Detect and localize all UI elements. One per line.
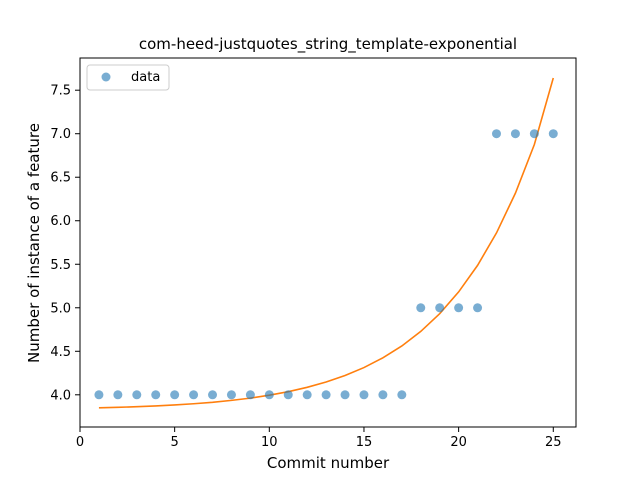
- x-axis-label: Commit number: [267, 454, 390, 472]
- data-scatter-series: [94, 129, 558, 400]
- data-point: [189, 390, 199, 400]
- y-tick-label: 7.0: [50, 127, 71, 142]
- data-point: [454, 303, 464, 313]
- chart-title: com-heed-justquotes_string_template-expo…: [139, 35, 517, 54]
- y-axis: 4.0 4.5 5.0 5.5 6.0 6.5 7.0 7.5: [50, 84, 80, 403]
- data-point: [397, 390, 407, 400]
- data-point: [113, 390, 123, 400]
- y-tick-label: 6.5: [50, 171, 71, 186]
- x-tick-label: 20: [450, 435, 467, 450]
- data-point: [416, 303, 426, 313]
- data-point: [208, 390, 218, 400]
- data-point: [264, 390, 274, 400]
- data-point: [548, 129, 558, 139]
- x-tick-label: 5: [171, 435, 179, 450]
- x-tick-label: 15: [356, 435, 373, 450]
- data-point: [170, 390, 180, 400]
- data-point: [151, 390, 161, 400]
- fit-line: [98, 77, 555, 409]
- y-tick-label: 6.0: [50, 214, 71, 229]
- x-tick-label: 10: [261, 435, 278, 450]
- x-tick-label: 25: [545, 435, 562, 450]
- data-point: [226, 390, 236, 400]
- data-point: [283, 390, 293, 400]
- legend: data: [86, 64, 170, 91]
- x-axis: 0 5 10 15 20 25: [76, 427, 562, 450]
- x-tick-label: 0: [76, 435, 84, 450]
- y-tick-label: 7.5: [50, 84, 71, 99]
- data-point: [435, 303, 445, 313]
- y-tick-label: 5.5: [50, 258, 71, 273]
- legend-box: [86, 64, 170, 91]
- data-point: [132, 390, 142, 400]
- data-point: [321, 390, 331, 400]
- data-point: [340, 390, 350, 400]
- data-point: [94, 390, 104, 400]
- plot-frame: [79, 57, 577, 428]
- y-tick-label: 4.5: [50, 345, 71, 360]
- y-tick-label: 4.0: [50, 388, 71, 403]
- legend-label-data: data: [131, 70, 160, 85]
- data-point: [510, 129, 520, 139]
- legend-marker-data: [101, 72, 111, 82]
- y-axis-label: Number of instance of a feature: [25, 123, 43, 363]
- data-point: [245, 390, 255, 400]
- data-point: [378, 390, 388, 400]
- fit-line-series: [98, 77, 555, 409]
- data-point: [302, 390, 312, 400]
- data-point: [359, 390, 369, 400]
- data-point: [491, 129, 501, 139]
- data-point: [529, 129, 539, 139]
- y-tick-label: 5.0: [50, 301, 71, 316]
- data-point: [473, 303, 483, 313]
